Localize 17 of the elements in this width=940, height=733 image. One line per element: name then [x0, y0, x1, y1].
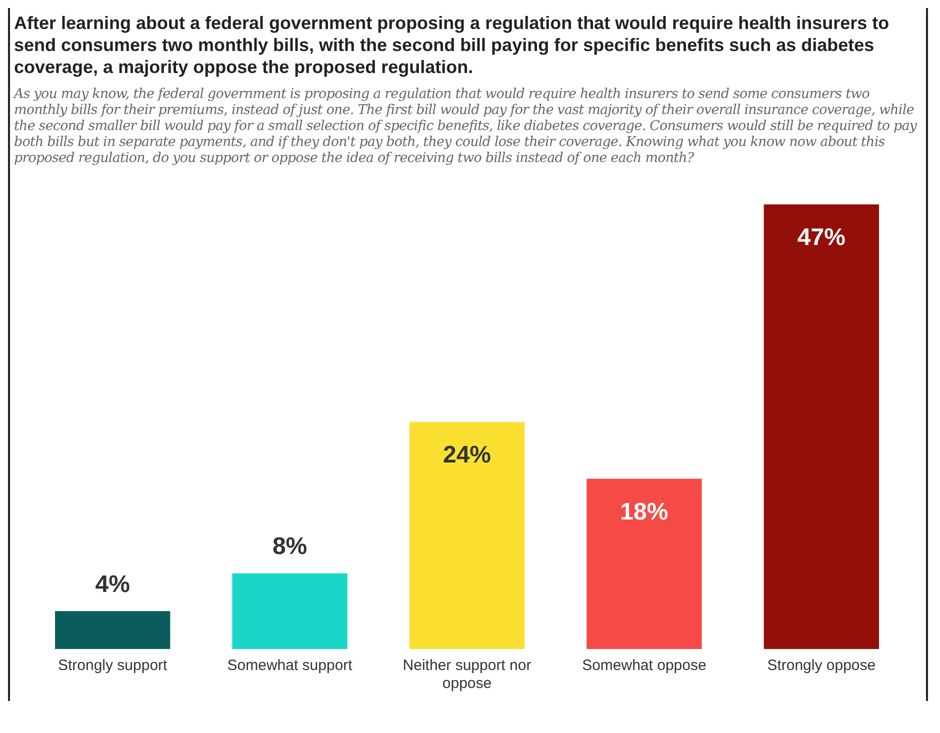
- x-tick-label: Strongly support: [58, 657, 168, 674]
- bar: [409, 422, 525, 649]
- chart-title: After learning about a federal government proposing a regulation that would require health insurers to send consumers two monthly bills, with the second bill paying for specific benefits such as diabetes coverage, a majority oppose the proposed regulation.: [14, 12, 890, 78]
- data-label: 4%: [95, 570, 130, 598]
- data-label: 47%: [797, 224, 846, 252]
- bar: [55, 611, 170, 649]
- x-tick-label: Strongly oppose: [767, 657, 876, 674]
- x-tick-label: Somewhat support: [227, 657, 354, 674]
- bar: [232, 573, 348, 649]
- x-tick-label: Neither support nor oppose: [402, 657, 532, 692]
- chart-subtitle: As you may know, the federal government is proposing a regulation that would require health insurers to send some consumers two monthly bills for their premiums, instead of just one. The first bill would pay for the vast majority of their overall insurance coverage, while the second smaller bill would pay for a small selection of specific benefits, like diabetes coverage. Consumers would still be required to pay both bills but in separate payments, and if they don't pay both, they could lose their coverage. Knowing what you know now about this proposed regulation, do you support or oppose the idea of receiving two bills instead of one each month?: [14, 86, 918, 166]
- bar: [764, 204, 879, 649]
- data-label: 24%: [442, 442, 492, 469]
- data-label: 18%: [620, 498, 668, 526]
- data-label: 8%: [272, 532, 308, 560]
- x-tick-label: Somewhat oppose: [582, 657, 706, 674]
- bar: [586, 478, 702, 649]
